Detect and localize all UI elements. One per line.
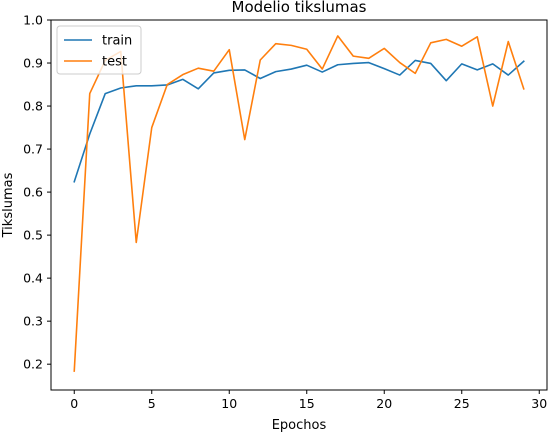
y-tick-label: 0.8 [23, 99, 43, 114]
x-axis: 0 5 10 15 20 25 30 [70, 390, 547, 411]
y-tick-label: 0.6 [23, 185, 43, 200]
x-tick-label: 10 [221, 396, 237, 411]
chart-title: Modelio tikslumas [232, 0, 367, 16]
y-tick-label: 0.5 [23, 228, 43, 243]
legend-label-test: test [102, 55, 127, 70]
x-tick-label: 15 [299, 396, 315, 411]
series-line-test [73, 35, 525, 372]
y-axis: 0.2 0.3 0.4 0.5 0.6 0.7 0.8 0.9 1.0 [23, 13, 51, 372]
y-tick-label: 0.4 [23, 271, 43, 286]
legend: train test [56, 25, 142, 75]
y-tick-label: 0.9 [23, 56, 43, 71]
plot-frame [50, 19, 548, 391]
y-tick-label: 0.3 [23, 314, 43, 329]
x-tick-label: 25 [454, 396, 470, 411]
y-axis-label: Tikslumas [1, 172, 16, 238]
y-tick-label: 0.2 [23, 357, 43, 372]
x-tick-label: 0 [70, 396, 78, 411]
series-line-train [73, 59, 525, 183]
series-layer [73, 35, 525, 372]
y-tick-label: 0.7 [23, 142, 43, 157]
x-axis-label: Epochos [272, 418, 327, 433]
x-tick-label: 30 [531, 396, 547, 411]
y-tick-label: 1.0 [23, 13, 43, 28]
legend-label-train: train [102, 34, 132, 49]
x-tick-label: 5 [148, 396, 156, 411]
x-tick-label: 20 [376, 396, 392, 411]
legend-frame [56, 25, 142, 75]
